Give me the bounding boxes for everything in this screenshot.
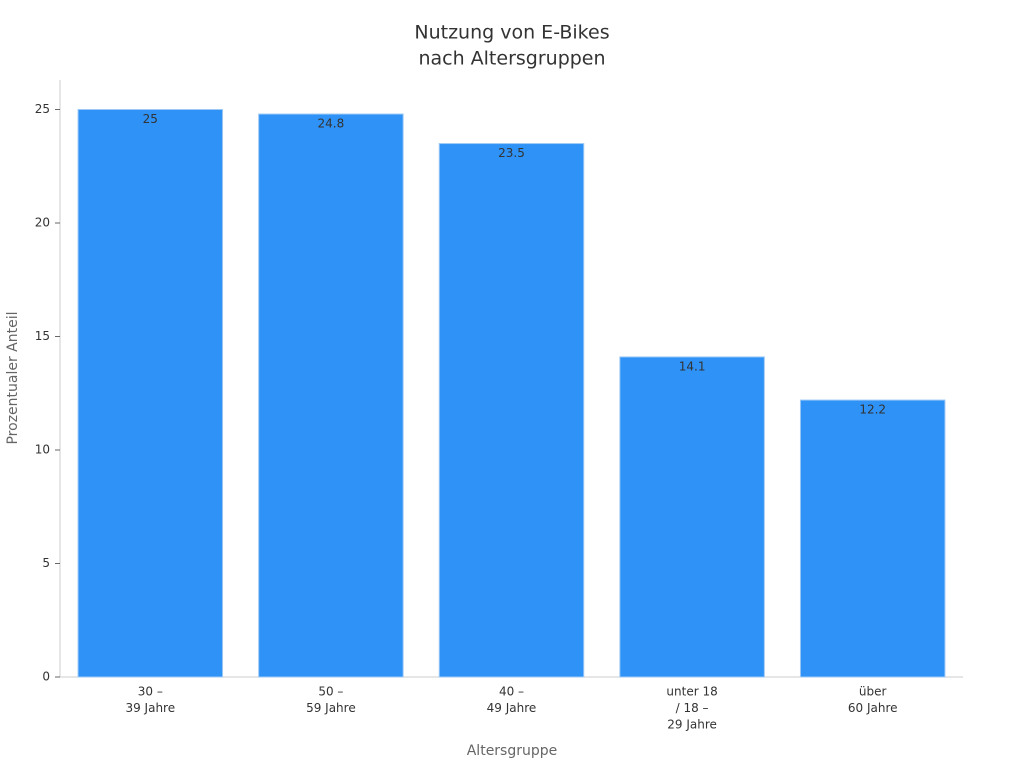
chart-title: Nutzung von E-Bikes [414, 22, 609, 44]
chart-title: nach Altersgruppen [418, 48, 605, 70]
x-tick-label: 40 – [499, 685, 524, 699]
x-tick-label: / 18 – [676, 701, 709, 715]
x-axis-title: Altersgruppe [467, 743, 558, 759]
y-axis-title: Prozentualer Anteil [5, 311, 21, 444]
x-tick-label: 49 Jahre [487, 701, 537, 715]
x-tick-label: 50 – [318, 685, 343, 699]
y-tick-label: 0 [42, 670, 50, 684]
x-tick-label: 29 Jahre [667, 718, 717, 732]
bar [799, 399, 946, 678]
bar [258, 113, 404, 678]
x-tick-label: 59 Jahre [306, 701, 356, 715]
y-tick-label: 20 [35, 216, 50, 230]
bar [77, 109, 224, 678]
bar [619, 356, 765, 678]
data-label: 25 [143, 112, 158, 126]
x-tick-label: 60 Jahre [848, 701, 898, 715]
data-label: 23.5 [498, 146, 525, 160]
x-tick-label: 39 Jahre [125, 701, 175, 715]
y-tick-label: 25 [35, 102, 50, 116]
x-tick-label: unter 18 [666, 685, 717, 699]
data-label: 24.8 [318, 117, 345, 131]
x-tick-label: 30 – [138, 685, 163, 699]
x-tick-label: über [859, 685, 887, 699]
data-label: 12.2 [859, 403, 886, 417]
bar [438, 143, 585, 678]
y-tick-label: 10 [35, 443, 50, 457]
y-tick-label: 5 [42, 556, 50, 570]
y-tick-label: 15 [35, 329, 50, 343]
data-label: 14.1 [679, 359, 706, 373]
